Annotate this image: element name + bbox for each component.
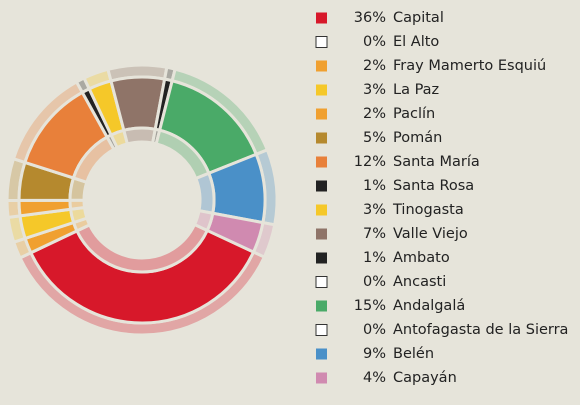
legend-value: 1%: [363, 250, 386, 266]
legend-swatch: [316, 204, 327, 216]
legend-label: La Paz: [393, 82, 439, 98]
legend-label: Capital: [393, 10, 444, 26]
legend-swatch: [315, 324, 328, 336]
legend-value: 36%: [354, 10, 386, 26]
legend-swatch: [316, 300, 327, 312]
legend-swatch: [316, 12, 327, 24]
legend-label: Andalgalá: [393, 298, 465, 314]
legend-label: Antofagasta de la Sierra: [393, 322, 568, 338]
legend-swatch: [315, 36, 328, 48]
legend-label: Santa María: [393, 154, 480, 170]
legend-value: 4%: [363, 370, 386, 386]
slice-inner: [192, 208, 215, 233]
legend-label: Paclín: [393, 106, 435, 122]
legend-label: Pomán: [393, 130, 442, 146]
legend-value: 2%: [363, 58, 386, 74]
legend-value: 3%: [363, 82, 386, 98]
legend-swatch: [316, 180, 327, 192]
legend-swatch: [316, 84, 327, 96]
legend-swatch: [316, 372, 327, 384]
legend-swatch: [316, 108, 327, 120]
legend-value: 7%: [363, 226, 386, 242]
legend-value: 1%: [363, 178, 386, 194]
legend-label: Ancasti: [393, 274, 446, 290]
legend-value: 12%: [354, 154, 386, 170]
slice-inner: [193, 171, 216, 215]
legend-swatch: [315, 276, 328, 288]
legend-value: 0%: [363, 274, 386, 290]
legend-label: Belén: [393, 346, 434, 362]
legend-label: Santa Rosa: [393, 178, 474, 194]
legend-label: Fray Mamerto Esquiú: [393, 58, 546, 74]
legend-swatch: [316, 60, 327, 72]
slice-inner: [122, 126, 157, 146]
legend-swatch: [316, 348, 327, 360]
legend-value: 9%: [363, 346, 386, 362]
legend-label: El Alto: [393, 34, 439, 50]
legend-swatch: [316, 132, 327, 144]
legend-label: Tinogasta: [392, 202, 464, 218]
legend-value: 0%: [363, 34, 386, 50]
legend-value: 0%: [363, 322, 386, 338]
legend-label: Valle Viejo: [393, 226, 468, 242]
legend-value: 2%: [363, 106, 386, 122]
legend-label: Ambato: [393, 250, 450, 266]
legend-swatch: [316, 228, 327, 240]
legend-value: 3%: [363, 202, 386, 218]
legend-label: Capayán: [393, 370, 457, 386]
legend-value: 5%: [363, 130, 386, 146]
legend-value: 15%: [354, 298, 386, 314]
legend-swatch: [316, 156, 327, 168]
legend-swatch: [316, 252, 327, 264]
